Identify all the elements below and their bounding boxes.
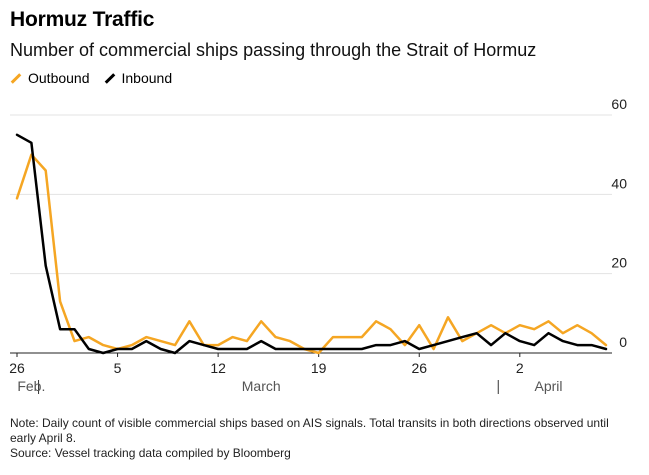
- x-tick-label-1: 5: [114, 360, 122, 376]
- month-label-1: March: [242, 378, 281, 394]
- x-tick-label-0: 26: [9, 360, 25, 376]
- y-tick-label-60: 60: [611, 96, 627, 112]
- x-tick-label-3: 19: [311, 360, 327, 376]
- legend: Outbound Inbound: [10, 70, 172, 86]
- y-tick-label-20: 20: [611, 255, 627, 271]
- y-tick-label-0: 0: [619, 334, 627, 350]
- chart-plot: 0 20 40 60 26 5 12 19 26 2 Feb. March April: [9, 96, 627, 394]
- legend-item-outbound: Outbound: [10, 70, 90, 86]
- x-tick-label-2: 12: [210, 360, 226, 376]
- legend-label-inbound: Inbound: [121, 70, 173, 86]
- x-tick-label-5: 2: [516, 360, 524, 376]
- month-label-2: April: [535, 378, 563, 394]
- y-tick-label-40: 40: [611, 175, 627, 191]
- legend-item-inbound: Inbound: [104, 70, 173, 86]
- x-tick-label-4: 26: [411, 360, 427, 376]
- chart-note: Note: Daily count of visible commercial …: [10, 416, 609, 445]
- chart-source: Source: Vessel tracking data compiled by…: [10, 446, 291, 460]
- chart-title: Hormuz Traffic: [10, 8, 155, 31]
- series-line-inbound: [15, 133, 608, 355]
- chart-subtitle: Number of commercial ships passing throu…: [10, 40, 537, 60]
- series-line-outbound: [15, 153, 608, 355]
- month-label-0: Feb.: [17, 378, 45, 394]
- legend-label-outbound: Outbound: [28, 70, 90, 86]
